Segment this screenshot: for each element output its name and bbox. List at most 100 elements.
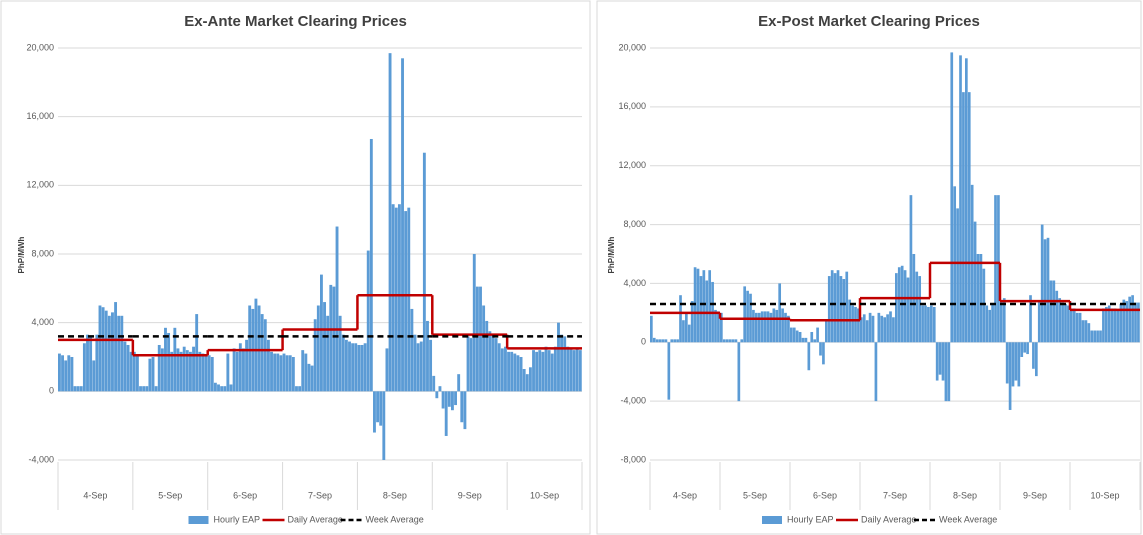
hourly-bar <box>1058 298 1062 343</box>
hourly-bar <box>223 386 227 392</box>
hourly-bar <box>909 195 913 343</box>
hourly-bar <box>962 92 965 343</box>
hourly-bar <box>316 305 320 392</box>
legend-label: Hourly EAP <box>214 514 261 524</box>
hourly-bar <box>285 355 289 392</box>
hourly-bar <box>357 344 361 392</box>
y-tick-label: 12,000 <box>26 180 54 190</box>
hourly-bar <box>407 207 411 392</box>
hourly-bar <box>816 327 819 343</box>
hourly-bar <box>1037 301 1041 343</box>
hourly-bar <box>720 312 723 343</box>
hourly-bar <box>563 336 567 392</box>
hourly-bar <box>460 391 464 423</box>
hourly-bar <box>198 351 202 392</box>
hourly-bar <box>755 312 758 343</box>
hourly-bar <box>298 386 302 392</box>
hourly-bar <box>790 327 793 343</box>
hourly-bar <box>947 342 951 402</box>
hourly-bar <box>201 353 205 392</box>
hourly-bar <box>525 374 529 392</box>
hourly-bar <box>263 319 267 392</box>
hourly-bar <box>664 339 668 343</box>
x-tick-label: 10-Sep <box>530 490 559 500</box>
hourly-bar <box>813 339 817 343</box>
hourly-bar <box>376 391 380 423</box>
hourly-bar <box>207 355 211 392</box>
hourly-bar <box>528 367 532 392</box>
hourly-bar <box>679 295 682 343</box>
hourly-bar <box>401 58 404 392</box>
hourly-bar <box>235 351 239 392</box>
hourly-bar <box>507 351 511 392</box>
hourly-bar <box>242 348 245 392</box>
hourly-bar <box>708 270 712 343</box>
hourly-bar <box>728 339 732 343</box>
hourly-bar <box>670 339 674 343</box>
hourly-bar <box>1110 308 1114 343</box>
y-tick-label: 12,000 <box>618 160 646 170</box>
hourly-bar <box>886 314 889 343</box>
hourly-bar <box>1107 305 1111 343</box>
hourly-bar <box>451 391 454 411</box>
hourly-bar <box>836 270 840 343</box>
hourly-bar <box>329 284 333 392</box>
hourly-bar <box>1113 308 1117 343</box>
hourly-bar <box>535 351 539 392</box>
hourly-bar <box>217 384 220 392</box>
x-tick-label: 5-Sep <box>743 490 767 500</box>
hourly-bar <box>185 350 189 392</box>
hourly-bar <box>422 152 426 392</box>
hourly-bar <box>1061 302 1064 343</box>
hourly-bar <box>92 360 96 392</box>
hourly-bar <box>135 355 139 392</box>
hourly-bar <box>1081 320 1085 343</box>
x-tick-label: 9-Sep <box>458 490 482 500</box>
hourly-bar <box>1040 224 1044 343</box>
hourly-bar <box>413 334 417 392</box>
y-tick-label: 0 <box>641 337 646 347</box>
hourly-bar <box>70 357 74 392</box>
x-tick-label: 8-Sep <box>953 490 977 500</box>
hourly-bar <box>976 254 980 343</box>
hourly-bar <box>652 337 656 343</box>
hourly-bar <box>822 342 825 365</box>
y-tick-label: 20,000 <box>26 42 54 52</box>
hourly-bar <box>997 195 1000 343</box>
y-tick-label: 0 <box>49 386 54 396</box>
hourly-bar <box>1043 239 1047 343</box>
hourly-bar <box>1055 290 1059 343</box>
y-tick-label: 4,000 <box>623 278 646 288</box>
hourly-bar <box>435 391 439 399</box>
hourly-bar <box>254 298 258 392</box>
hourly-bar <box>232 348 236 392</box>
hourly-bar <box>1017 342 1021 387</box>
hourly-bar <box>279 355 283 392</box>
hourly-bar <box>696 268 700 343</box>
hourly-bar <box>1002 298 1006 343</box>
y-tick-label: 8,000 <box>31 248 54 258</box>
hourly-bar <box>862 314 866 343</box>
hourly-bar <box>114 302 118 392</box>
hourly-bar <box>351 343 355 392</box>
hourly-bar <box>795 330 799 343</box>
hourly-bar <box>494 338 498 392</box>
hourly-bar <box>323 302 326 392</box>
hourly-bar <box>734 339 738 343</box>
hourly-bar <box>142 386 146 392</box>
hourly-bar <box>979 254 983 343</box>
hourly-bar <box>500 348 504 392</box>
hourly-bar <box>839 276 843 343</box>
hourly-bar <box>566 346 570 392</box>
hourly-bar <box>1134 302 1137 343</box>
hourly-bar <box>895 273 898 343</box>
hourly-bar <box>1046 237 1050 343</box>
hourly-bar <box>722 339 726 343</box>
hourly-bar <box>510 351 514 392</box>
hourly-bar <box>148 358 152 392</box>
hourly-bar <box>807 342 811 371</box>
hourly-bar <box>801 337 805 343</box>
hourly-bar <box>195 314 199 392</box>
hourly-bar <box>1087 323 1091 343</box>
hourly-bar <box>248 305 252 392</box>
